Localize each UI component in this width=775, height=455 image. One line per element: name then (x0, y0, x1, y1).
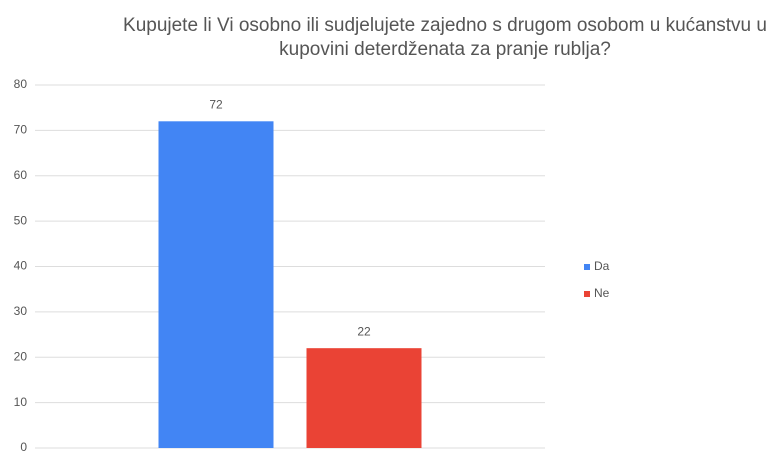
data-label: 22 (357, 324, 371, 338)
y-tick-label: 20 (14, 349, 28, 363)
data-label: 72 (209, 97, 223, 111)
legend-label: Ne (594, 286, 610, 300)
bar (306, 348, 422, 448)
legend-swatch (584, 264, 590, 270)
chart-title: Kupujete li Vi osobno ili sudjelujete za… (123, 15, 767, 60)
y-tick-label: 60 (14, 168, 28, 182)
bar (158, 121, 274, 449)
y-tick-label: 10 (14, 395, 28, 409)
y-tick-label: 40 (14, 259, 28, 273)
legend-label: Da (594, 259, 610, 273)
y-tick-label: 50 (14, 213, 28, 227)
y-tick-label: 0 (20, 440, 27, 454)
y-tick-label: 70 (14, 123, 28, 137)
y-tick-label: 80 (14, 77, 28, 91)
legend-swatch (584, 291, 590, 297)
y-tick-label: 30 (14, 304, 28, 318)
